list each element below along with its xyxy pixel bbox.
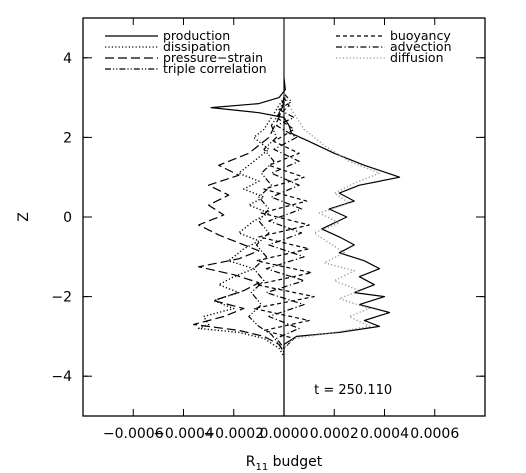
legend: productiondissipationpressure−straintrip… <box>105 28 452 76</box>
series-layer <box>193 77 401 416</box>
y-tick-label: −4 <box>51 369 72 385</box>
y-tick-label: 2 <box>63 130 72 146</box>
legend-label: production <box>163 28 230 43</box>
legend-label: dissipation <box>163 39 230 54</box>
legend-label: pressure−strain <box>163 50 263 65</box>
y-axis-title: Z <box>16 212 32 222</box>
legend-label: diffusion <box>390 50 444 65</box>
x-tick-label: −0.0006 <box>103 426 164 442</box>
x-tick-label: −0.0002 <box>203 426 264 442</box>
y-tick-label: 4 <box>63 51 72 67</box>
y-tick-label: 0 <box>63 210 72 226</box>
legend-label: buoyancy <box>390 28 451 43</box>
series-pressure-strain <box>193 101 285 353</box>
y-tick-label: −2 <box>51 290 72 306</box>
x-tick-label: −0.0004 <box>153 426 214 442</box>
legend-label: advection <box>390 39 452 54</box>
x-tick-label: 0.0006 <box>410 426 459 442</box>
series-diffusion <box>283 93 381 349</box>
series-buoyancy <box>253 97 315 349</box>
x-axis-title: R11 budget <box>246 454 323 473</box>
time-annotation: t = 250.110 <box>314 383 392 398</box>
series-production <box>210 77 401 416</box>
x-tick-label: 0.0004 <box>360 426 409 442</box>
x-tick-label: 0.0000 <box>260 426 309 442</box>
x-tick-label: 0.0002 <box>310 426 359 442</box>
legend-label: triple correlation <box>163 61 267 76</box>
series-triple-correlation <box>248 97 285 353</box>
series-dissipation <box>197 97 285 357</box>
